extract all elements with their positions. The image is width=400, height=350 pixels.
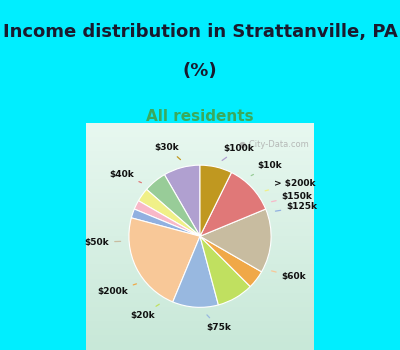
Text: (%): (%) xyxy=(183,62,217,80)
Wedge shape xyxy=(173,236,218,307)
Text: $50k: $50k xyxy=(84,238,121,247)
Text: $60k: $60k xyxy=(272,271,306,281)
Wedge shape xyxy=(200,173,266,236)
Wedge shape xyxy=(200,236,250,305)
Wedge shape xyxy=(146,175,200,236)
Text: Income distribution in Strattanville, PA: Income distribution in Strattanville, PA xyxy=(3,23,397,41)
Text: $30k: $30k xyxy=(155,143,180,160)
Text: $20k: $20k xyxy=(130,304,159,320)
Wedge shape xyxy=(138,189,200,236)
Text: All residents: All residents xyxy=(146,109,254,124)
Wedge shape xyxy=(200,236,262,287)
Wedge shape xyxy=(134,201,200,236)
Text: > $200k: > $200k xyxy=(265,179,316,191)
Text: ● City-Data.com: ● City-Data.com xyxy=(239,140,309,149)
Text: $75k: $75k xyxy=(206,315,231,331)
Text: $40k: $40k xyxy=(109,169,142,183)
Wedge shape xyxy=(129,218,200,302)
Text: $100k: $100k xyxy=(222,144,254,160)
Wedge shape xyxy=(200,209,271,272)
Wedge shape xyxy=(131,209,200,236)
Text: $150k: $150k xyxy=(272,191,312,202)
Text: $200k: $200k xyxy=(97,284,136,296)
Wedge shape xyxy=(200,165,232,236)
Text: $125k: $125k xyxy=(276,203,317,211)
Text: $10k: $10k xyxy=(251,161,282,176)
Wedge shape xyxy=(164,165,200,236)
